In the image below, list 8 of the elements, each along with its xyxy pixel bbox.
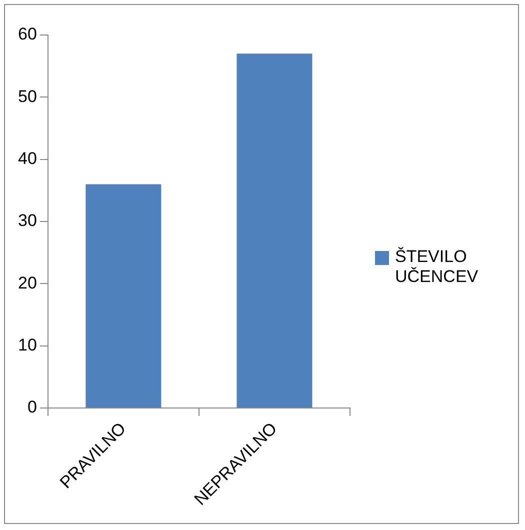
- y-tick-label: 10: [18, 336, 37, 354]
- y-tick-label: 40: [18, 149, 37, 168]
- y-tick-label: 0: [27, 398, 37, 417]
- y-tick-label: 20: [18, 273, 37, 292]
- y-tick-label: 30: [18, 211, 37, 230]
- legend-label: ŠTEVILO UČENCEV: [395, 247, 480, 287]
- y-tick-label: 60: [18, 24, 37, 44]
- y-tick-label: 50: [18, 86, 37, 106]
